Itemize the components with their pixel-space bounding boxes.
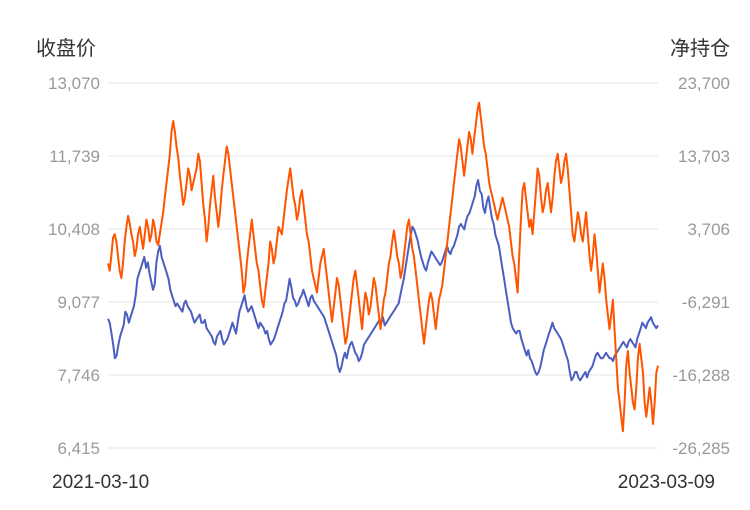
y-left-tick-label: 11,739 <box>49 147 100 166</box>
y-right-tick-label: 13,703 <box>678 147 730 166</box>
y-left-tick-label: 7,746 <box>57 366 100 385</box>
label-layer: 收盘价 净持仓 2021-03-10 2023-03-09 13,070 23,7… <box>36 37 730 493</box>
x-axis-start-label: 2021-03-10 <box>52 472 149 493</box>
price-series-line <box>107 179 659 382</box>
series-layer <box>107 101 659 433</box>
y-left-tick-label: 6,415 <box>57 439 100 458</box>
y-left-axis-title: 收盘价 <box>36 37 96 60</box>
y-right-tick-label: -16,288 <box>672 366 730 385</box>
grid <box>108 82 658 449</box>
y-right-tick-label: 23,700 <box>678 74 730 93</box>
net-series-line <box>107 101 659 433</box>
y-right-tick-label: 3,706 <box>687 220 730 239</box>
x-axis-end-label: 2023-03-09 <box>618 472 715 493</box>
y-right-axis-title: 净持仓 <box>670 37 730 60</box>
y-right-tick-label: -6,291 <box>682 293 730 312</box>
y-left-tick-label: 9,077 <box>57 293 100 312</box>
y-left-tick-label: 13,070 <box>48 74 100 93</box>
y-right-tick-label: -26,285 <box>672 439 730 458</box>
y-left-tick-label: 10,408 <box>48 220 100 239</box>
